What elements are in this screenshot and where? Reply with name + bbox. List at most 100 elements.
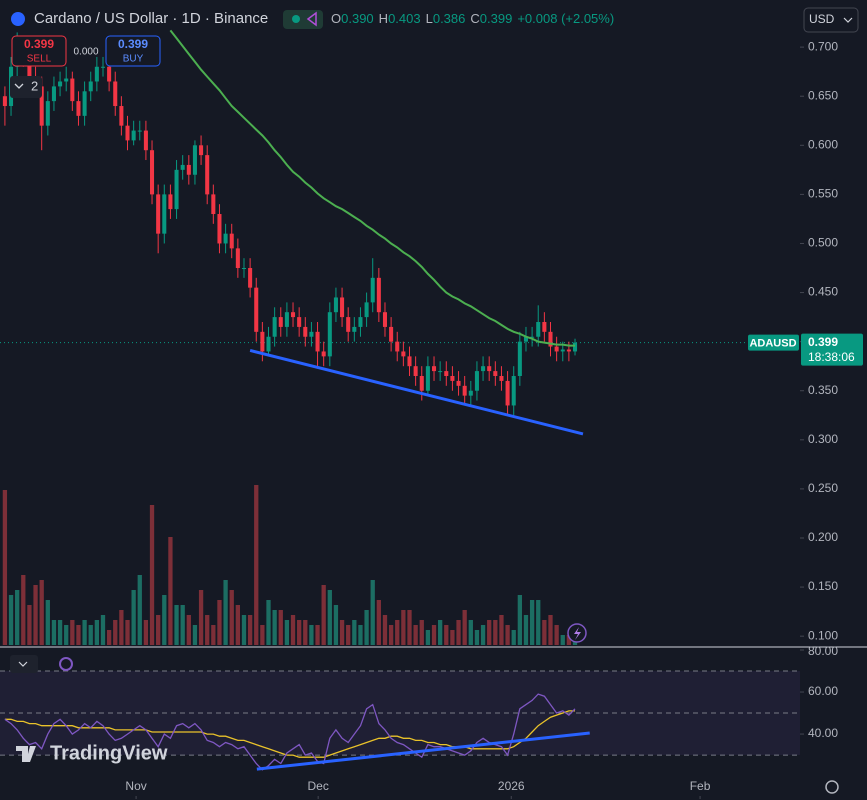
candle-body	[382, 312, 388, 327]
volume-bar	[284, 620, 290, 645]
value: 0.386	[433, 11, 466, 26]
volume-bar	[425, 630, 431, 645]
eye-icon	[292, 15, 300, 23]
currency: USD	[809, 12, 835, 26]
volume-bar	[309, 625, 314, 645]
volume-bar	[487, 620, 492, 645]
volume-bar	[517, 595, 522, 645]
volume-bar	[321, 585, 326, 645]
candle-body	[119, 106, 124, 126]
pane-collapse[interactable]	[10, 655, 38, 673]
visibility-toggle[interactable]	[283, 10, 323, 29]
sell-label: SELL	[27, 54, 52, 65]
volume-bar	[100, 615, 106, 645]
candle-body	[168, 194, 173, 210]
volume-bar	[260, 625, 265, 645]
candle-body	[235, 248, 240, 269]
chevron	[843, 17, 853, 23]
sell-price: 0.399	[24, 37, 54, 51]
volume-bar	[480, 625, 486, 645]
candle-body	[425, 366, 430, 391]
candle-body	[401, 351, 406, 357]
x-tick-label: 2026	[498, 779, 525, 793]
x-tick-label: Feb	[690, 779, 711, 793]
rsi-tick-label: 40.00	[808, 726, 838, 740]
volume-bar	[339, 620, 345, 645]
candle-body	[321, 351, 326, 357]
chevron	[18, 661, 28, 667]
candle-body	[162, 194, 167, 234]
volume-bar	[431, 625, 437, 645]
volume-bar	[303, 620, 308, 645]
candle-body	[395, 341, 400, 352]
value: 0.390	[341, 11, 374, 26]
candle-body	[76, 101, 81, 116]
label: C	[470, 11, 479, 26]
rsi-trendline	[256, 731, 590, 771]
x-tick-label: Nov	[125, 779, 146, 793]
ohlc-legend: O0.390 H0.403 L0.386 C0.399 +0.008 (+2.05%)	[331, 11, 614, 26]
volume-bar	[247, 615, 253, 645]
buy-button[interactable]	[105, 35, 161, 67]
y-tick-label: 0.450	[808, 285, 838, 299]
indicators-toggle[interactable]	[10, 76, 42, 98]
candle-body	[58, 81, 63, 87]
currency-button[interactable]	[803, 7, 859, 33]
volume-bar	[162, 595, 167, 645]
candle-body	[82, 91, 87, 116]
volume-bar	[382, 615, 388, 645]
candle-body	[229, 233, 234, 249]
candle-body	[523, 336, 528, 342]
candle-body	[70, 78, 75, 102]
candle-body	[180, 164, 185, 170]
candle-body	[474, 371, 479, 391]
candle-body	[499, 376, 504, 381]
candle-body	[278, 317, 283, 327]
volume-bar	[468, 620, 473, 645]
volume-bar	[560, 635, 565, 645]
candle-body	[346, 317, 351, 332]
volume-bar	[395, 620, 400, 645]
candle-body	[468, 390, 473, 396]
last-price-label: 0.399	[808, 335, 838, 349]
candle-body	[303, 326, 308, 337]
candle-body	[419, 376, 424, 391]
label: H	[379, 11, 388, 26]
value: +0.008 (+2.05%)	[517, 11, 614, 26]
y-tick-label: 0.650	[808, 88, 838, 102]
candle-body	[413, 366, 418, 377]
volume-bar	[370, 580, 375, 645]
candle-body	[407, 356, 412, 367]
volume-bar	[94, 620, 100, 645]
brand-name: TradingView	[50, 742, 168, 764]
y-tick-label: 0.250	[808, 481, 838, 495]
y-tick-label: 0.700	[808, 39, 838, 53]
candle-body	[100, 66, 106, 68]
symbol-label: ADAUSD	[749, 338, 796, 350]
share-icon	[306, 11, 317, 27]
candle-body	[456, 380, 461, 386]
candle-body	[315, 331, 320, 352]
volume-bar	[198, 590, 204, 645]
rsi-line	[4, 693, 576, 771]
volume-bar	[364, 610, 369, 645]
volume-bar	[168, 537, 173, 645]
candle-body	[186, 164, 191, 175]
candle-body	[376, 277, 381, 313]
candle-body	[536, 322, 541, 337]
candle-body	[156, 194, 161, 234]
volume-bar	[33, 585, 38, 645]
candle-body	[88, 81, 93, 92]
volume-bar	[499, 615, 504, 645]
volume-bar	[106, 630, 112, 645]
value: 0.403	[388, 11, 421, 26]
sell-button[interactable]	[11, 35, 67, 67]
candle-body	[327, 312, 332, 357]
volume-bar	[358, 625, 363, 645]
candle-body	[150, 150, 155, 195]
volume-bar	[137, 575, 142, 645]
candle-body	[260, 331, 265, 352]
candle-body	[566, 349, 571, 352]
settings-icon[interactable]	[825, 780, 839, 794]
volume-bar	[113, 620, 118, 645]
